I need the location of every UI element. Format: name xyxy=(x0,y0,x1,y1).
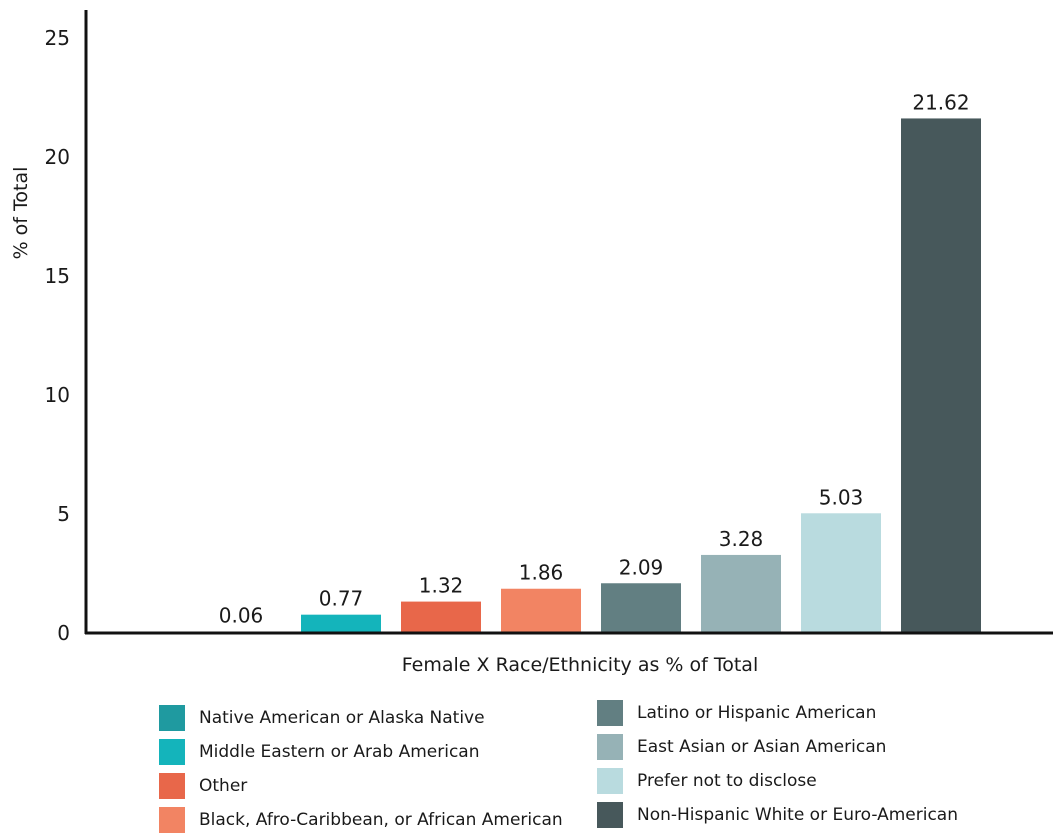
bar-value-label: 0.77 xyxy=(319,587,364,611)
legend-swatch xyxy=(159,739,185,765)
legend-item: East Asian or Asian American xyxy=(597,734,886,760)
y-tick-label: 15 xyxy=(45,264,70,288)
legend-swatch xyxy=(159,705,185,731)
legend-swatch xyxy=(597,734,623,760)
legend-label: Native American or Alaska Native xyxy=(199,708,485,728)
bar xyxy=(301,614,381,633)
bar xyxy=(501,588,581,633)
legend-swatch xyxy=(159,773,185,799)
y-tick-label: 25 xyxy=(45,26,70,50)
bar xyxy=(801,513,881,633)
legend-swatch xyxy=(597,768,623,794)
legend-label: Black, Afro-Caribbean, or African Americ… xyxy=(199,810,563,830)
legend-item: Other xyxy=(159,773,247,799)
legend-label: Prefer not to disclose xyxy=(637,771,817,791)
x-axis-title: Female X Race/Ethnicity as % of Total xyxy=(402,654,758,676)
bar-value-label: 21.62 xyxy=(912,90,969,114)
legend-label: Non-Hispanic White or Euro-American xyxy=(637,805,958,825)
legend-item: Latino or Hispanic American xyxy=(597,700,876,726)
y-tick-label: 20 xyxy=(45,145,70,169)
bar-value-label: 5.03 xyxy=(819,485,864,509)
y-axis-title: % of Total xyxy=(10,167,32,260)
legend-label: Latino or Hispanic American xyxy=(637,703,877,723)
y-tick-label: 10 xyxy=(45,383,70,407)
legend-swatch xyxy=(597,700,623,726)
bar-value-labels: 0.06 0.77 1.32 1.86 2.09 3.28 5.03 21.62 xyxy=(219,90,970,627)
legend-swatch xyxy=(159,807,185,833)
bar-value-label: 1.86 xyxy=(519,561,564,585)
bar xyxy=(901,118,981,634)
y-axis-ticks: 0 5 10 15 20 25 xyxy=(45,26,70,645)
legend-swatch xyxy=(597,802,623,828)
legend-label: Other xyxy=(199,776,248,796)
bars xyxy=(201,118,981,634)
legend-label: Middle Eastern or Arab American xyxy=(199,742,480,762)
legend-item: Non-Hispanic White or Euro-American xyxy=(597,802,958,828)
bar xyxy=(401,601,481,633)
bar xyxy=(701,554,781,633)
legend-label: East Asian or Asian American xyxy=(637,737,887,757)
y-tick-label: 5 xyxy=(57,502,70,526)
bar-value-label: 3.28 xyxy=(719,527,764,551)
bar-chart: 0 5 10 15 20 25 0.06 0.77 1.32 1.86 2.09 3.28 5.03 2… xyxy=(10,10,1053,676)
bar xyxy=(601,583,681,633)
legend-item: Native American or Alaska Native xyxy=(159,705,485,731)
legend-item: Middle Eastern or Arab American xyxy=(159,739,480,765)
legend-item: Prefer not to disclose xyxy=(597,768,817,794)
bar-value-label: 0.06 xyxy=(219,604,264,628)
legend-item: Black, Afro-Caribbean, or African Americ… xyxy=(159,807,563,833)
bar-value-label: 1.32 xyxy=(419,574,464,598)
bar-value-label: 2.09 xyxy=(619,555,664,579)
y-tick-label: 0 xyxy=(57,621,70,645)
